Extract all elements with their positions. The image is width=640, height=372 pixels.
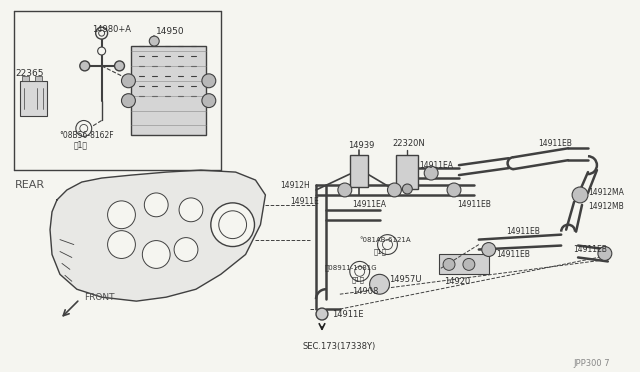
Text: 14911EA: 14911EA bbox=[352, 201, 386, 209]
Text: °081AB-6121A: °081AB-6121A bbox=[360, 237, 412, 243]
Circle shape bbox=[99, 30, 104, 36]
Circle shape bbox=[316, 308, 328, 320]
Circle shape bbox=[80, 61, 90, 71]
Circle shape bbox=[142, 241, 170, 268]
Circle shape bbox=[80, 125, 88, 132]
Circle shape bbox=[447, 183, 461, 197]
Circle shape bbox=[108, 231, 136, 259]
Text: 14939: 14939 bbox=[348, 141, 374, 150]
Polygon shape bbox=[131, 46, 206, 135]
Bar bbox=[35, 76, 42, 81]
Polygon shape bbox=[439, 254, 489, 274]
Circle shape bbox=[179, 198, 203, 222]
Text: 14911EB: 14911EB bbox=[538, 139, 572, 148]
Circle shape bbox=[108, 201, 136, 229]
Circle shape bbox=[76, 121, 92, 137]
Text: REAR: REAR bbox=[15, 180, 45, 190]
Bar bbox=[22, 76, 29, 81]
Text: ⓝ08911-1081G: ⓝ08911-1081G bbox=[325, 264, 378, 271]
Text: °08B56-8162F: °08B56-8162F bbox=[59, 131, 113, 140]
Circle shape bbox=[145, 193, 168, 217]
Text: SEC.173(17338Y): SEC.173(17338Y) bbox=[302, 342, 376, 351]
Circle shape bbox=[115, 61, 124, 71]
Circle shape bbox=[355, 266, 365, 276]
Text: 14957U: 14957U bbox=[390, 275, 422, 284]
Text: FRONT: FRONT bbox=[84, 293, 115, 302]
Circle shape bbox=[387, 183, 401, 197]
Circle shape bbox=[383, 240, 392, 250]
Text: 14980+A: 14980+A bbox=[92, 25, 131, 34]
Text: 14911EB: 14911EB bbox=[457, 201, 491, 209]
Circle shape bbox=[96, 27, 108, 39]
Circle shape bbox=[403, 184, 412, 194]
Text: 14911EA: 14911EA bbox=[419, 161, 453, 170]
Text: 14911E: 14911E bbox=[290, 198, 319, 206]
Text: （1）: （1） bbox=[74, 141, 88, 150]
Circle shape bbox=[202, 74, 216, 88]
Text: 14911EB: 14911EB bbox=[573, 245, 607, 254]
Circle shape bbox=[443, 259, 455, 270]
Text: 22320N: 22320N bbox=[392, 139, 425, 148]
Text: 14908: 14908 bbox=[352, 287, 378, 296]
Text: 14920: 14920 bbox=[444, 277, 470, 286]
Circle shape bbox=[122, 74, 136, 88]
Circle shape bbox=[211, 203, 255, 247]
Circle shape bbox=[338, 183, 352, 197]
Circle shape bbox=[572, 187, 588, 203]
Circle shape bbox=[149, 36, 159, 46]
Bar bbox=[350, 155, 367, 187]
Circle shape bbox=[482, 243, 495, 256]
Text: 22365: 22365 bbox=[15, 69, 44, 78]
Circle shape bbox=[202, 94, 216, 108]
Circle shape bbox=[424, 166, 438, 180]
Text: JPP300 7: JPP300 7 bbox=[573, 359, 610, 368]
Polygon shape bbox=[20, 81, 47, 116]
Text: （1）: （1） bbox=[374, 248, 387, 255]
Bar bbox=[396, 155, 419, 189]
Text: 14911E: 14911E bbox=[332, 310, 364, 318]
Circle shape bbox=[122, 94, 136, 108]
Circle shape bbox=[378, 235, 397, 254]
Text: 14912H: 14912H bbox=[280, 180, 310, 189]
Circle shape bbox=[350, 262, 370, 281]
Text: 14911EB: 14911EB bbox=[507, 227, 540, 236]
Text: 14912MB: 14912MB bbox=[588, 202, 624, 211]
Text: 14912MA: 14912MA bbox=[588, 189, 624, 198]
Circle shape bbox=[463, 259, 475, 270]
Circle shape bbox=[370, 274, 390, 294]
Text: 14911EB: 14911EB bbox=[497, 250, 531, 259]
Text: 14950: 14950 bbox=[156, 27, 185, 36]
Circle shape bbox=[219, 211, 246, 238]
Circle shape bbox=[174, 238, 198, 262]
Circle shape bbox=[598, 247, 612, 260]
Circle shape bbox=[98, 47, 106, 55]
Polygon shape bbox=[50, 170, 266, 301]
Text: （1）: （1） bbox=[352, 276, 365, 283]
